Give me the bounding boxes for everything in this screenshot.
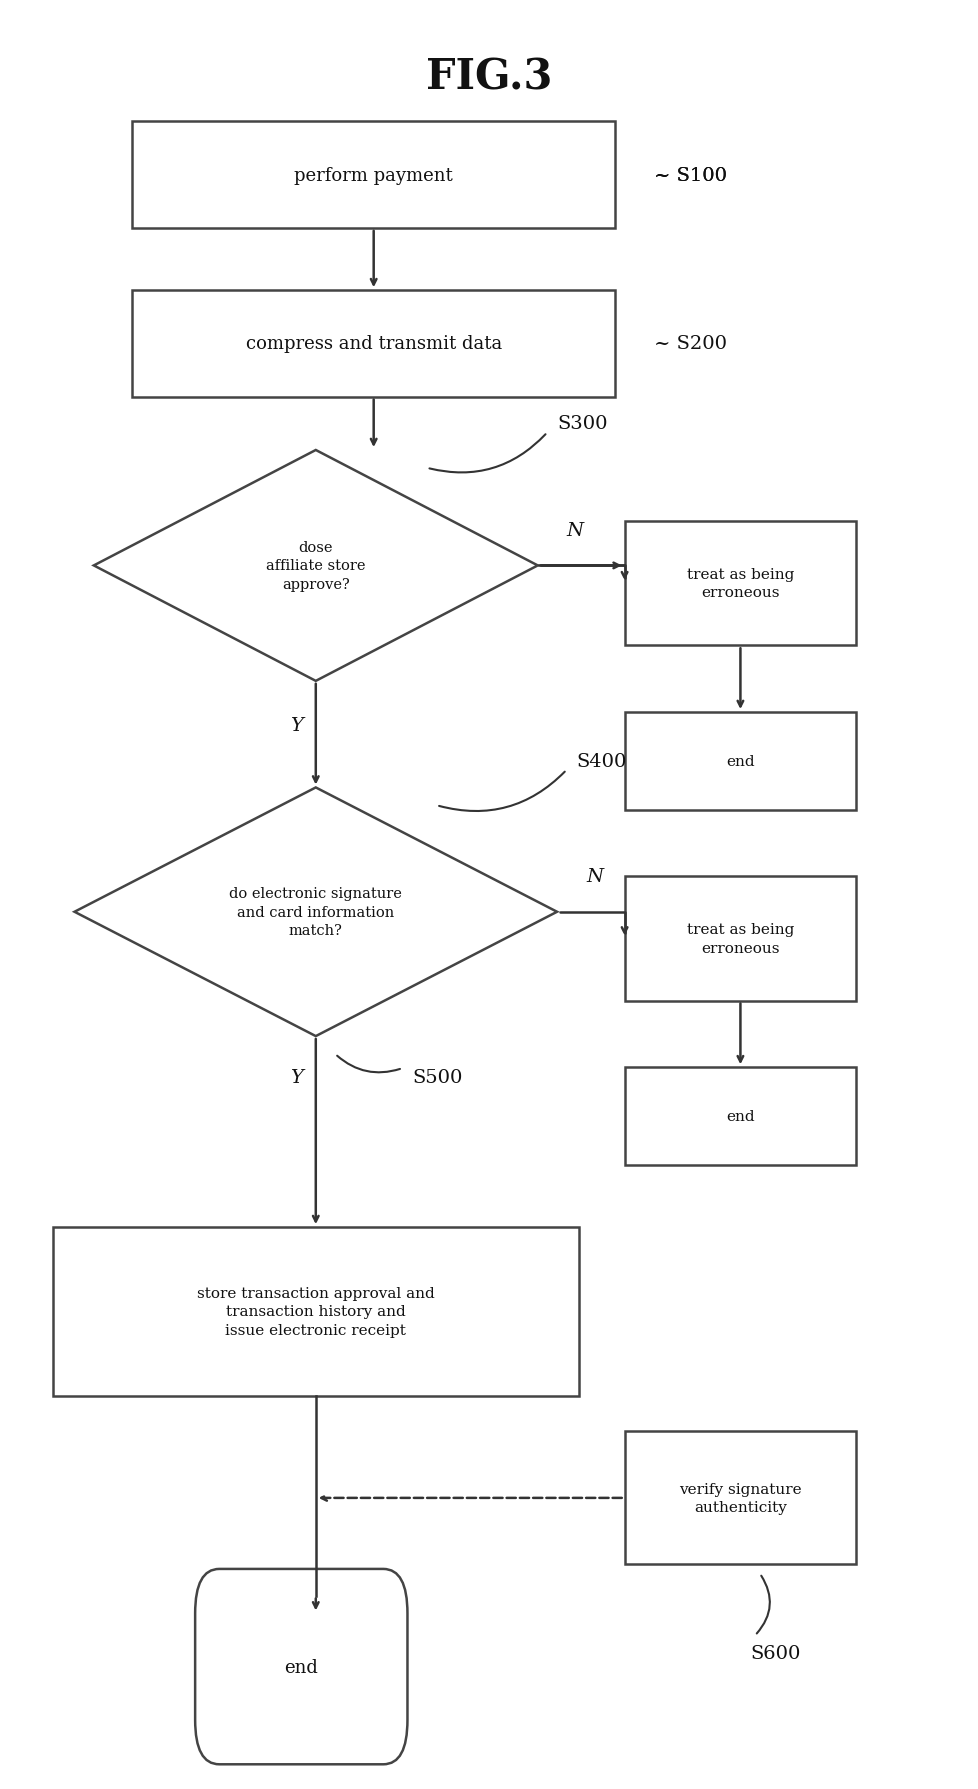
- Text: store transaction approval and
transaction history and
issue electronic receipt: store transaction approval and transacti…: [197, 1286, 434, 1336]
- Text: S300: S300: [556, 415, 607, 433]
- Polygon shape: [74, 787, 556, 1036]
- Text: N: N: [586, 868, 602, 886]
- Text: verify signature
authenticity: verify signature authenticity: [679, 1481, 801, 1513]
- Text: S600: S600: [749, 1644, 800, 1662]
- Text: S400: S400: [576, 751, 626, 771]
- Text: compress and transmit data: compress and transmit data: [245, 335, 502, 352]
- Text: perform payment: perform payment: [294, 166, 453, 184]
- Text: treat as being
erroneous: treat as being erroneous: [686, 567, 793, 599]
- Text: end: end: [726, 1109, 754, 1123]
- FancyBboxPatch shape: [624, 522, 856, 646]
- FancyBboxPatch shape: [132, 122, 614, 229]
- Text: do electronic signature
and card information
match?: do electronic signature and card informa…: [229, 887, 402, 937]
- Text: N: N: [566, 522, 583, 540]
- FancyBboxPatch shape: [195, 1569, 407, 1764]
- FancyBboxPatch shape: [53, 1227, 578, 1395]
- Text: ~ S100: ~ S100: [653, 166, 726, 184]
- Text: treat as being
erroneous: treat as being erroneous: [686, 923, 793, 955]
- FancyBboxPatch shape: [624, 1431, 856, 1565]
- Text: FIG.3: FIG.3: [425, 57, 553, 98]
- FancyBboxPatch shape: [624, 712, 856, 810]
- Text: ~ S200: ~ S200: [653, 335, 726, 352]
- Text: end: end: [284, 1658, 318, 1676]
- Text: ~ S100: ~ S100: [617, 166, 726, 184]
- FancyBboxPatch shape: [132, 292, 614, 397]
- Text: Y: Y: [289, 1068, 302, 1086]
- Text: Y: Y: [289, 717, 302, 735]
- FancyBboxPatch shape: [624, 877, 856, 1002]
- FancyBboxPatch shape: [624, 1068, 856, 1165]
- Text: S500: S500: [412, 1068, 463, 1086]
- Text: dose
affiliate store
approve?: dose affiliate store approve?: [266, 540, 365, 592]
- Text: end: end: [726, 755, 754, 767]
- Polygon shape: [94, 451, 537, 682]
